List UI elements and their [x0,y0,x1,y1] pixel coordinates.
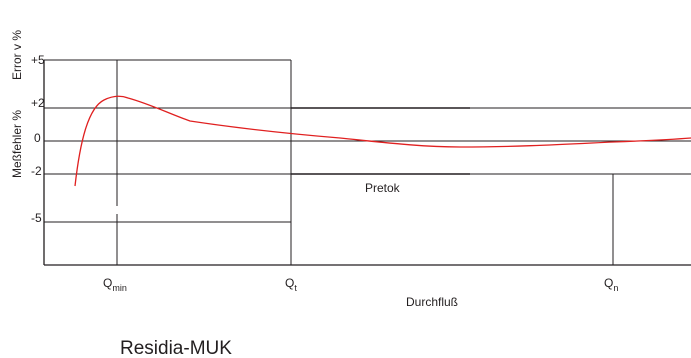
x-tick-qmin: Qmin [103,276,127,293]
x-tick-qt: Qt [285,276,297,293]
y-tick-minus2: -2 [31,164,42,178]
y-tick-plus5: +5 [31,53,45,67]
x-axis-title: Durchfluß [406,295,458,309]
diagram-caption: Residia-MUK [120,338,232,358]
x-tick-qmin-main: Q [103,276,112,290]
x-tick-qn: Qn [604,276,618,293]
x-tick-qn-sub: n [613,283,618,293]
x-tick-qmin-sub: min [112,283,127,293]
y-tick-plus2: +2 [31,96,45,110]
y-axis-title-german: Meßfehler % [10,110,24,178]
x-tick-qt-main: Q [285,276,294,290]
y-tick-minus5: -5 [31,211,42,225]
error-curve [74,95,691,187]
x-tick-qn-main: Q [604,276,613,290]
x-tick-qt-sub: t [294,283,297,293]
pretok-label: Pretok [365,181,401,195]
y-tick-zero: 0 [34,131,41,145]
y-axis-title-english: Error v % [10,30,24,80]
